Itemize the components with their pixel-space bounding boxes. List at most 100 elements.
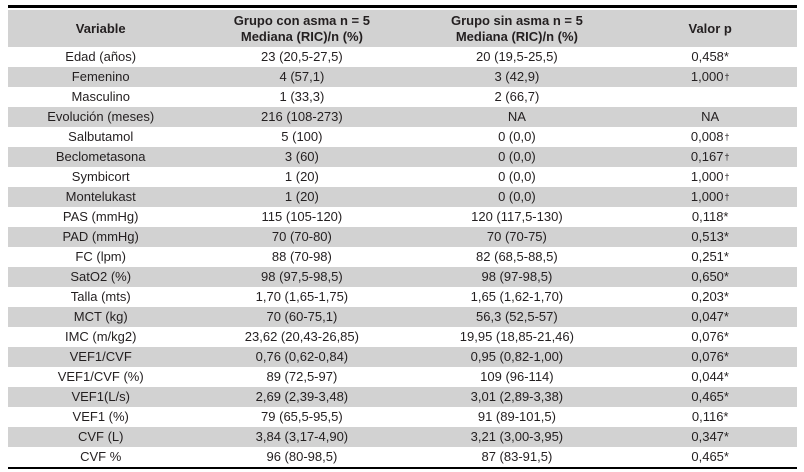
cell-grupo-con-asma: 3,84 (3,17-4,90) bbox=[255, 429, 349, 444]
cell-valor-p: 0,047* bbox=[691, 309, 729, 324]
cell-grupo-con-asma: 3 (60) bbox=[284, 149, 319, 164]
cell-grupo-sin-asma: 109 (96-114) bbox=[480, 369, 554, 384]
table-row: Beclometasona 3 (60) 0 (0,0) 0,167 † bbox=[8, 147, 797, 167]
cell-variable: Montelukast bbox=[65, 189, 136, 204]
table-row: MCT (kg) 70 (60-75,1) 56,3 (52,5-57) 0,047* bbox=[8, 307, 797, 327]
table-row: Edad (años) 23 (20,5-27,5) 20 (19,5-25,5) 0… bbox=[8, 47, 797, 67]
table-row: VEF1/CVF 0,76 (0,62-0,84) 0,95 (0,82-1,00)… bbox=[8, 347, 797, 367]
cell-valor-p bbox=[623, 87, 797, 107]
cell-valor-p: 1,000 † bbox=[623, 167, 797, 187]
cell-valor-p: 0,458* bbox=[691, 49, 729, 64]
table-row: CVF % 96 (80-98,5) 87 (83-91,5) 0,465* bbox=[8, 447, 797, 467]
cell-valor-p: 0,116* bbox=[691, 409, 729, 424]
cell-grupo-con-asma: 1 (33,3) bbox=[279, 89, 325, 104]
column-header-line2: Mediana (RIC)/n (%) bbox=[240, 28, 363, 44]
cell-grupo-sin-asma: 19,95 (18,85-21,46) bbox=[459, 329, 574, 344]
cell-variable: VEF1(L/s) bbox=[71, 389, 130, 404]
cell-grupo-sin-asma: 0,95 (0,82-1,00) bbox=[470, 349, 564, 364]
cell-variable: PAS (mmHg) bbox=[62, 209, 139, 224]
column-header-line1: Valor p bbox=[688, 20, 732, 36]
cell-valor-p: 0,167 † bbox=[623, 147, 797, 167]
cell-grupo-sin-asma: 82 (68,5-88,5) bbox=[476, 249, 558, 264]
table-row: Evolución (meses) 216 (108-273) NA NA bbox=[8, 107, 797, 127]
p-value: 0,167 bbox=[690, 149, 724, 164]
p-value: 1,000 bbox=[690, 169, 724, 184]
table-row: PAD (mmHg) 70 (70-80) 70 (70-75) 0,513* bbox=[8, 227, 797, 247]
p-value: 1,000 bbox=[690, 69, 724, 84]
cell-grupo-sin-asma: 3 (42,9) bbox=[494, 69, 540, 84]
cell-grupo-sin-asma: 120 (117,5-130) bbox=[471, 209, 563, 224]
table-row: Masculino 1 (33,3) 2 (66,7) bbox=[8, 87, 797, 107]
cell-variable: Femenino bbox=[71, 69, 130, 84]
cell-grupo-con-asma: 0,76 (0,62-0,84) bbox=[255, 349, 349, 364]
cell-grupo-sin-asma: 87 (83-91,5) bbox=[481, 449, 553, 464]
table-row: Talla (mts) 1,70 (1,65-1,75) 1,65 (1,62-1,… bbox=[8, 287, 797, 307]
cell-variable: IMC (m/kg2) bbox=[64, 329, 137, 344]
table-row: FC (lpm) 88 (70-98) 82 (68,5-88,5) 0,251* bbox=[8, 247, 797, 267]
table-row: Femenino 4 (57,1) 3 (42,9) 1,000 † bbox=[8, 67, 797, 87]
cell-grupo-con-asma: 1 (20) bbox=[284, 189, 319, 204]
cell-grupo-sin-asma: 3,01 (2,89-3,38) bbox=[470, 389, 564, 404]
cell-grupo-con-asma: 23 (20,5-27,5) bbox=[261, 49, 343, 64]
cell-grupo-con-asma: 70 (70-80) bbox=[271, 229, 332, 244]
column-header-grupo-sin-asma: Grupo sin asma n = 5 Mediana (RIC)/n (%) bbox=[410, 10, 623, 47]
column-header-grupo-con-asma: Grupo con asma n = 5 Mediana (RIC)/n (%) bbox=[193, 10, 410, 47]
cell-valor-p: 0,513* bbox=[691, 229, 729, 244]
p-value: 1,000 bbox=[690, 189, 724, 204]
cell-valor-p: 1,000 † bbox=[623, 187, 797, 207]
cell-grupo-sin-asma: 1,65 (1,62-1,70) bbox=[470, 289, 564, 304]
table-row: SatO2 (%) 98 (97,5-98,5) 98 (97-98,5) 0,650… bbox=[8, 267, 797, 287]
cell-grupo-sin-asma: 2 (66,7) bbox=[494, 89, 540, 104]
cell-variable: Evolución (meses) bbox=[47, 109, 155, 124]
table-row: Montelukast 1 (20) 0 (0,0) 1,000 † bbox=[8, 187, 797, 207]
cell-valor-p: 0,251* bbox=[691, 249, 729, 264]
cell-grupo-sin-asma: 70 (70-75) bbox=[486, 229, 547, 244]
cell-grupo-con-asma: 79 (65,5-95,5) bbox=[261, 409, 343, 424]
cell-valor-p: 0,076* bbox=[691, 349, 729, 364]
cell-valor-p: 0,203* bbox=[691, 289, 729, 304]
cell-variable: Masculino bbox=[71, 89, 130, 104]
cell-valor-p: 0,118* bbox=[691, 209, 729, 224]
column-header-line1: Grupo con asma n = 5 bbox=[233, 12, 370, 28]
p-value: 0,008 bbox=[690, 129, 724, 144]
cell-grupo-sin-asma: 20 (19,5-25,5) bbox=[476, 49, 558, 64]
column-header-line2: Mediana (RIC)/n (%) bbox=[455, 28, 578, 44]
cell-valor-p: 0,076* bbox=[691, 329, 729, 344]
cell-grupo-sin-asma: 0 (0,0) bbox=[498, 169, 536, 184]
table-header-row: Variable Grupo con asma n = 5 Mediana (R… bbox=[8, 10, 797, 47]
cell-variable: Salbutamol bbox=[68, 129, 134, 144]
cell-grupo-sin-asma: 91 (89-101,5) bbox=[477, 409, 556, 424]
cell-variable: CVF (L) bbox=[77, 429, 124, 444]
cell-variable: VEF1 (%) bbox=[72, 409, 129, 424]
table-top-rule bbox=[8, 5, 797, 8]
study-comparison-table: Variable Grupo con asma n = 5 Mediana (R… bbox=[8, 5, 797, 469]
cell-variable: VEF1/CVF (%) bbox=[57, 369, 144, 384]
cell-grupo-sin-asma: NA bbox=[507, 109, 526, 124]
cell-valor-p: 0,008 † bbox=[623, 127, 797, 147]
table-body: Edad (años) 23 (20,5-27,5) 20 (19,5-25,5) 0… bbox=[8, 47, 797, 467]
cell-variable: Beclometasona bbox=[55, 149, 146, 164]
table-row: IMC (m/kg2) 23,62 (20,43-26,85) 19,95 (18,… bbox=[8, 327, 797, 347]
cell-variable: Edad (años) bbox=[65, 49, 137, 64]
cell-variable: SatO2 (%) bbox=[70, 269, 132, 284]
table-row: PAS (mmHg) 115 (105-120) 120 (117,5-130) 0,… bbox=[8, 207, 797, 227]
cell-grupo-con-asma: 115 (105-120) bbox=[261, 209, 343, 224]
cell-grupo-con-asma: 89 (72,5-97) bbox=[266, 369, 338, 384]
cell-grupo-sin-asma: 0 (0,0) bbox=[498, 129, 536, 144]
cell-grupo-con-asma: 4 (57,1) bbox=[279, 69, 325, 84]
column-header-variable: Variable bbox=[8, 10, 193, 47]
cell-grupo-con-asma: 2,69 (2,39-3,48) bbox=[255, 389, 349, 404]
cell-grupo-sin-asma: 0 (0,0) bbox=[498, 149, 536, 164]
cell-valor-p: NA bbox=[701, 109, 720, 124]
table-row: VEF1 (%) 79 (65,5-95,5) 91 (89-101,5) 0,116… bbox=[8, 407, 797, 427]
cell-variable: Symbicort bbox=[71, 169, 130, 184]
cell-variable: Talla (mts) bbox=[70, 289, 131, 304]
cell-grupo-con-asma: 1 (20) bbox=[284, 169, 319, 184]
cell-grupo-con-asma: 96 (80-98,5) bbox=[266, 449, 338, 464]
cell-variable: MCT (kg) bbox=[73, 309, 128, 324]
cell-valor-p: 0,465* bbox=[691, 389, 729, 404]
cell-grupo-con-asma: 216 (108-273) bbox=[261, 109, 343, 124]
cell-variable: PAD (mmHg) bbox=[62, 229, 139, 244]
cell-valor-p: 1,000 † bbox=[623, 67, 797, 87]
cell-grupo-con-asma: 70 (60-75,1) bbox=[266, 309, 338, 324]
